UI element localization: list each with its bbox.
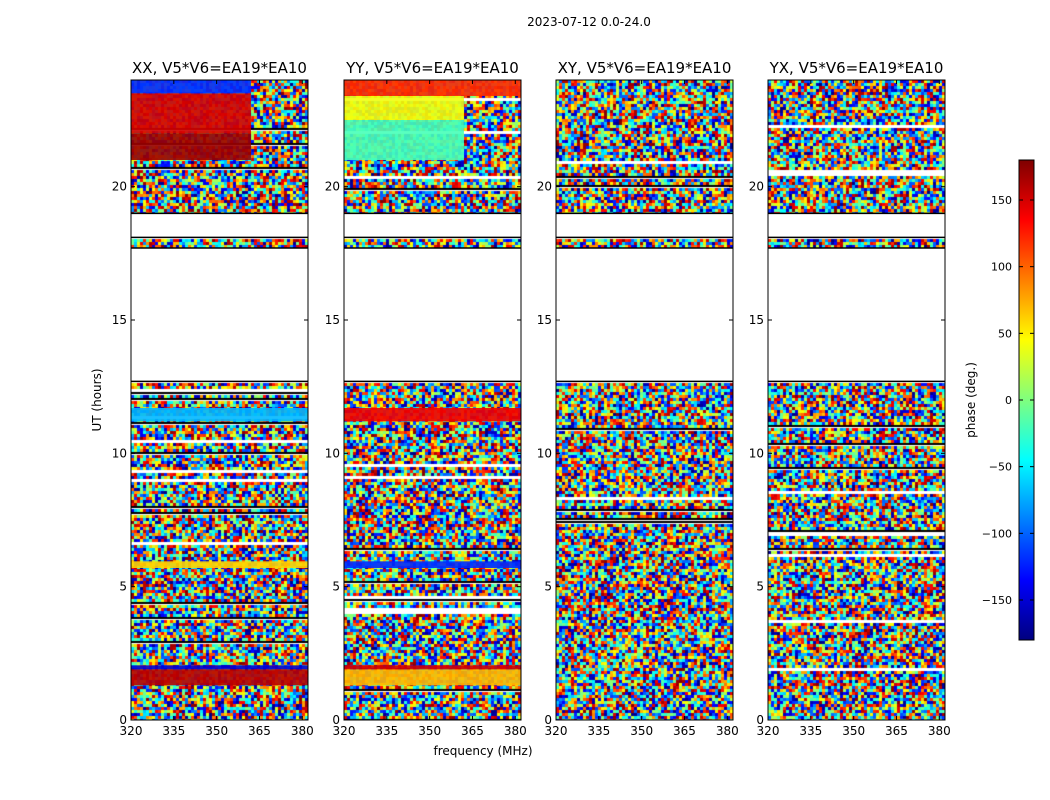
panels-group: XX, V5*V6=EA19*EA10 320 335 350 365 380 0 5 10 15… xyxy=(112,59,951,738)
x-tick-label: 365 xyxy=(461,724,484,738)
y-tick-label: 10 xyxy=(325,446,340,460)
coherent-band-6 xyxy=(131,665,308,670)
colorbar-tick-label: 100 xyxy=(991,261,1012,274)
x-tick-label: 320 xyxy=(545,724,568,738)
colorbar: 150 100 50 0 −50 −100 −150 phase (deg.) xyxy=(964,159,1035,641)
phase-noise-texture xyxy=(768,80,945,720)
y-tick-label: 0 xyxy=(119,713,127,727)
panel-frame xyxy=(555,79,734,721)
coherent-band-2 xyxy=(131,80,251,94)
coherent-band-4 xyxy=(131,561,308,568)
y-axis-label: UT (hours) xyxy=(90,368,104,431)
x-tick-label: 335 xyxy=(587,724,610,738)
panel-3: YX, V5*V6=EA19*EA10 320 335 350 365 380 0 5 10 15… xyxy=(749,59,951,738)
panel-title: YY, V5*V6=EA19*EA10 xyxy=(345,59,519,77)
x-tick-label: 320 xyxy=(333,724,356,738)
x-tick-label: 335 xyxy=(375,724,398,738)
flagged-region-0 xyxy=(344,248,521,382)
coherent-band-3 xyxy=(344,408,521,422)
coherent-band-3 xyxy=(131,408,308,422)
y-tick-label: 5 xyxy=(544,580,552,594)
y-tick-label: 0 xyxy=(756,713,764,727)
x-tick-label: 320 xyxy=(120,724,143,738)
coherent-band-6 xyxy=(344,665,521,670)
x-axis-label: frequency (MHz) xyxy=(433,744,532,758)
flagged-region-0 xyxy=(556,248,733,382)
coherent-band-5 xyxy=(344,669,521,686)
x-tick-label: 380 xyxy=(716,724,739,738)
x-tick-label: 350 xyxy=(418,724,441,738)
y-tick-label: 5 xyxy=(332,580,340,594)
panel-1: YY, V5*V6=EA19*EA10 320 335 350 365 380 0 5 10 15… xyxy=(325,59,527,738)
y-tick-label: 0 xyxy=(544,713,552,727)
y-tick-label: 15 xyxy=(112,313,127,327)
colorbar-tick-label: 150 xyxy=(991,194,1012,207)
phase-noise-texture xyxy=(556,80,733,720)
flagged-region-1 xyxy=(768,213,945,238)
y-tick-label: 15 xyxy=(325,313,340,327)
panel-title: XY, V5*V6=EA19*EA10 xyxy=(558,59,732,77)
x-tick-label: 335 xyxy=(162,724,185,738)
colorbar-ticks: 150 100 50 0 −50 −100 −150 xyxy=(982,194,1034,607)
colorbar-tick-label: 0 xyxy=(1005,394,1012,407)
colorbar-label: phase (deg.) xyxy=(964,362,978,438)
x-tick-label: 365 xyxy=(673,724,696,738)
x-tick-label: 350 xyxy=(205,724,228,738)
y-tick-label: 10 xyxy=(112,446,127,460)
y-tick-label: 0 xyxy=(332,713,340,727)
panel-frame xyxy=(767,79,946,721)
colorbar-tick-label: −150 xyxy=(982,594,1012,607)
phase-noise-texture xyxy=(131,80,308,720)
y-tick-label: 15 xyxy=(749,313,764,327)
y-tick-label: 20 xyxy=(537,180,552,194)
flagged-region-0 xyxy=(768,248,945,382)
y-tick-label: 20 xyxy=(325,180,340,194)
panel-title: XX, V5*V6=EA19*EA10 xyxy=(132,59,307,77)
figure-suptitle: 2023-07-12 0.0-24.0 xyxy=(527,15,651,29)
coherent-band-1 xyxy=(344,96,464,120)
y-tick-label: 20 xyxy=(112,180,127,194)
coherent-band-0 xyxy=(344,120,464,160)
colorbar-tick-label: −50 xyxy=(989,461,1012,474)
y-tick-label: 20 xyxy=(749,180,764,194)
panel-frame xyxy=(130,79,309,721)
flagged-region-1 xyxy=(131,213,308,238)
coherent-band-2 xyxy=(344,80,521,96)
flagged-region-1 xyxy=(556,213,733,238)
x-tick-label: 365 xyxy=(885,724,908,738)
x-tick-label: 380 xyxy=(928,724,951,738)
coherent-band-5 xyxy=(131,669,308,686)
x-tick-label: 320 xyxy=(757,724,780,738)
y-tick-label: 5 xyxy=(119,580,127,594)
coherent-band-1 xyxy=(131,133,251,160)
x-tick-label: 350 xyxy=(630,724,653,738)
coherent-band-4 xyxy=(344,561,521,568)
y-tick-label: 10 xyxy=(749,446,764,460)
flagged-region-0 xyxy=(131,248,308,382)
coherent-band-0 xyxy=(131,93,251,134)
panel-2: XY, V5*V6=EA19*EA10 320 335 350 365 380 0 5 10 15… xyxy=(537,59,739,738)
x-tick-label: 365 xyxy=(248,724,271,738)
phase-noise-texture xyxy=(344,80,521,720)
y-tick-label: 5 xyxy=(756,580,764,594)
panel-frame xyxy=(343,79,522,721)
y-tick-label: 10 xyxy=(537,446,552,460)
x-tick-label: 350 xyxy=(842,724,865,738)
colorbar-tick-label: −100 xyxy=(982,527,1012,540)
flagged-region-1 xyxy=(344,213,521,238)
colorbar-tick-label: 50 xyxy=(998,327,1012,340)
panel-0: XX, V5*V6=EA19*EA10 320 335 350 365 380 0 5 10 15… xyxy=(112,59,314,738)
x-tick-label: 380 xyxy=(504,724,527,738)
x-tick-label: 380 xyxy=(291,724,314,738)
panel-title: YX, V5*V6=EA19*EA10 xyxy=(769,59,944,77)
x-tick-label: 335 xyxy=(799,724,822,738)
y-tick-label: 15 xyxy=(537,313,552,327)
